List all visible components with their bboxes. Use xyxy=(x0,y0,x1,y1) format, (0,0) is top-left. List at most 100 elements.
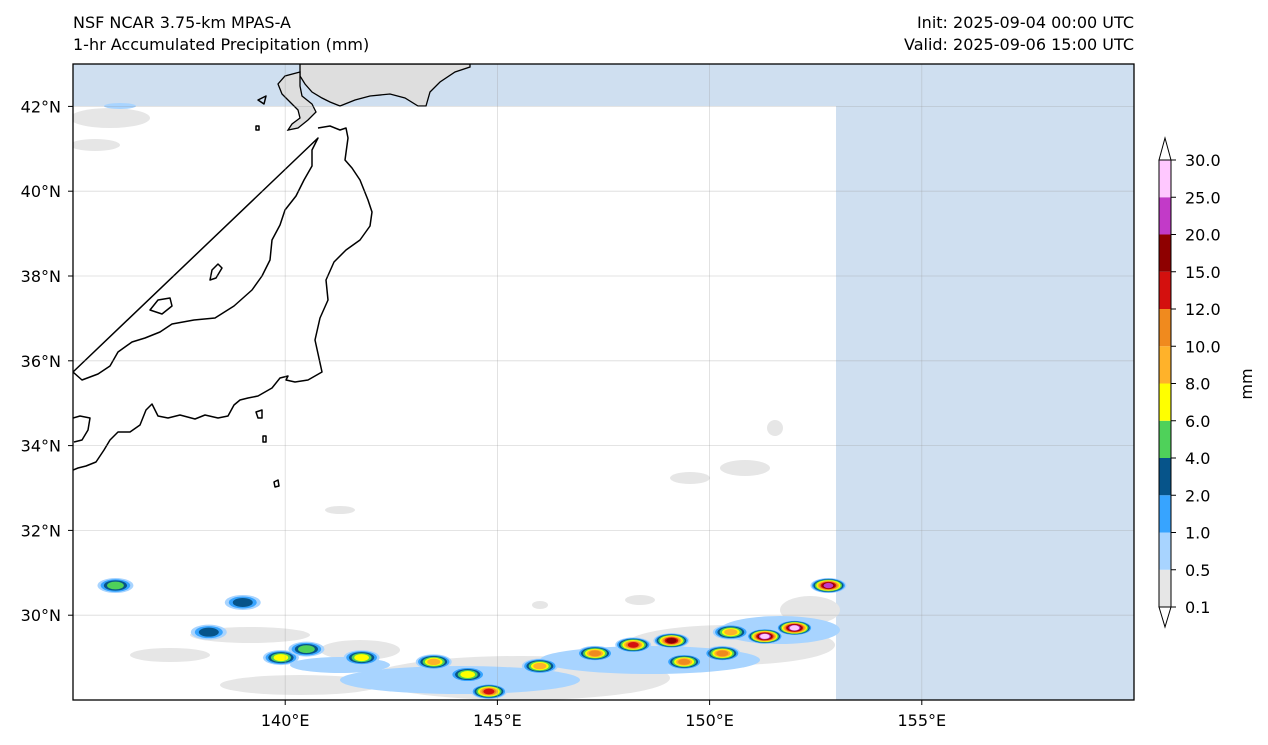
precip-cell xyxy=(666,654,703,670)
precip-contour xyxy=(716,650,729,657)
precip-cell xyxy=(262,650,299,666)
colorbar-segment xyxy=(1159,271,1171,309)
model-domain xyxy=(73,106,836,700)
precip-contour xyxy=(427,658,441,666)
japan-coastline xyxy=(73,95,373,488)
colorbar-segment xyxy=(1159,420,1171,458)
init-time: Init: 2025-09-04 00:00 UTC xyxy=(916,13,1134,32)
colorbar-segment xyxy=(1159,346,1171,384)
izu-island-3 xyxy=(273,479,280,488)
colorbar-segment xyxy=(1159,495,1171,533)
lat-tick-label: 30°N xyxy=(21,606,61,625)
shikoku-coastline xyxy=(73,415,91,443)
precip-cell xyxy=(810,578,847,594)
colorbar-unit-label: mm xyxy=(1237,368,1256,399)
precip-cell xyxy=(746,628,783,644)
colorbar-extend-low xyxy=(1158,606,1172,629)
precip-cell xyxy=(653,633,690,649)
field-title: 1-hr Accumulated Precipitation (mm) xyxy=(73,35,370,54)
model-title: NSF NCAR 3.75-km MPAS-A xyxy=(73,13,291,32)
colorbar-level-label: 12.0 xyxy=(1185,300,1221,319)
izu-island-1 xyxy=(255,409,263,419)
okushiri-island xyxy=(255,125,260,131)
precip-contour xyxy=(760,633,770,639)
precip-contour xyxy=(483,688,495,695)
colorbar-level-label: 0.5 xyxy=(1185,561,1210,580)
lat-tick-label: 32°N xyxy=(21,521,61,540)
hokkaido-peninsula xyxy=(277,71,317,131)
colorbar-level-label: 1.0 xyxy=(1185,524,1210,543)
precip-contour xyxy=(627,642,639,648)
colorbar-level-label: 0.1 xyxy=(1185,598,1210,617)
colorbar: 0.1 0.5 1.0 2.0 4.0 6.0 8.0 10.0 12.0 15.0 20.0 25.… xyxy=(1158,136,1221,629)
precip-contour xyxy=(354,654,369,662)
precip-contour xyxy=(589,650,602,657)
precip-cell xyxy=(97,578,134,594)
precip-cell xyxy=(776,620,813,636)
gridlines xyxy=(73,64,1134,700)
honshu-coastline xyxy=(73,125,373,471)
colorbar-segment xyxy=(1159,197,1171,235)
precip-contour xyxy=(460,671,476,679)
sado-island xyxy=(209,263,223,281)
precip-cells xyxy=(97,578,847,700)
precip-cell xyxy=(190,624,227,640)
precip-contour xyxy=(823,582,834,589)
precip-contour xyxy=(666,637,677,644)
honshu-west-coastline xyxy=(73,137,319,381)
lat-tick-label: 34°N xyxy=(21,437,61,456)
colorbar-extend-high xyxy=(1158,136,1172,161)
colorbar-level-label: 6.0 xyxy=(1185,412,1210,431)
map-area xyxy=(73,64,1134,700)
precip-contour xyxy=(232,597,253,607)
precip-contour xyxy=(678,658,691,665)
precip-cell xyxy=(224,594,261,610)
precip-cell xyxy=(449,667,486,683)
valid-time: Valid: 2025-09-06 15:00 UTC xyxy=(903,35,1134,54)
colorbar-segment xyxy=(1159,458,1171,496)
colorbar-level-label: 4.0 xyxy=(1185,449,1210,468)
lon-tick-label: 145°E xyxy=(473,711,522,730)
precip-contour xyxy=(789,625,800,631)
colorbar-level-label: 10.0 xyxy=(1185,337,1221,356)
precip-cell xyxy=(704,645,741,661)
outside-domain-east xyxy=(836,64,1134,700)
precip-cell xyxy=(288,641,325,657)
precip-cell xyxy=(712,624,749,640)
colorbar-level-label: 2.0 xyxy=(1185,486,1210,505)
title-right: Init: 2025-09-04 00:00 UTC Valid: 2025-0… xyxy=(904,12,1134,56)
hokkaido-tip xyxy=(257,95,267,105)
precip-cell xyxy=(577,645,614,661)
colorbar-level-label: 20.0 xyxy=(1185,226,1221,245)
colorbar-segment xyxy=(1159,309,1171,347)
colorbar-segment xyxy=(1159,234,1171,272)
colorbar-segment xyxy=(1159,569,1171,607)
colorbar-segment xyxy=(1159,383,1171,421)
precip-cell xyxy=(470,684,507,700)
precip-cell xyxy=(343,650,380,666)
precip-contour xyxy=(107,581,124,590)
colorbar-segment xyxy=(1159,532,1171,570)
hokkaido-land xyxy=(299,64,471,107)
map-frame xyxy=(72,63,1135,701)
lon-tick-label: 155°E xyxy=(897,711,946,730)
colorbar-level-label: 15.0 xyxy=(1185,263,1221,282)
precip-cell xyxy=(521,658,558,674)
colorbar-level-label: 25.0 xyxy=(1185,188,1221,207)
lat-tick-label: 38°N xyxy=(21,267,61,286)
lon-tick-label: 150°E xyxy=(685,711,734,730)
precip-cell xyxy=(415,654,452,670)
precip-contour xyxy=(198,627,219,637)
precip-cell xyxy=(615,637,652,653)
colorbar-level-label: 30.0 xyxy=(1185,151,1221,170)
precip-contour xyxy=(273,654,289,662)
lat-tick-label: 42°N xyxy=(21,97,61,116)
precip-contour xyxy=(533,662,547,670)
precip-contour xyxy=(298,645,315,654)
title-left: NSF NCAR 3.75-km MPAS-A 1-hr Accumulated… xyxy=(73,12,369,56)
lat-tick-label: 36°N xyxy=(21,352,61,371)
lat-tick-label: 40°N xyxy=(21,182,61,201)
colorbar-level-label: 8.0 xyxy=(1185,375,1210,394)
lon-tick-labels: 140°E 145°E 150°E 155°E xyxy=(261,700,946,730)
